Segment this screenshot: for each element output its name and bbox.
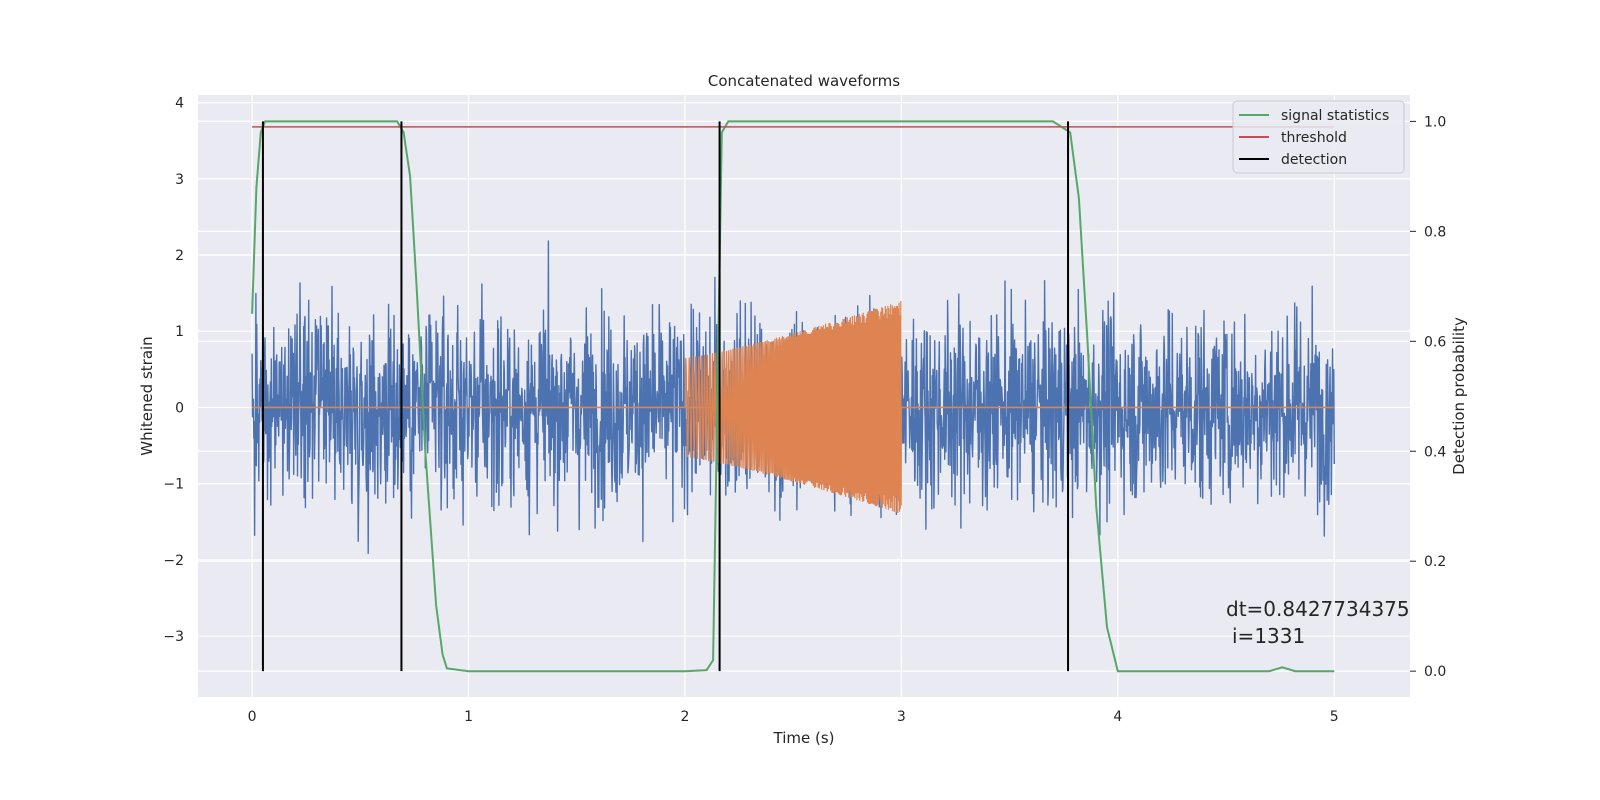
- x-axis-label: Time (s): [773, 729, 835, 747]
- x-tick-label: 0: [248, 709, 257, 725]
- strain-noise-line: [251, 240, 1335, 555]
- annotation-dt: dt=0.8427734375: [1226, 597, 1410, 621]
- plot-content: [251, 120, 1335, 673]
- chart-title: Concatenated waveforms: [708, 72, 900, 90]
- y-tick-label: 4: [175, 96, 184, 112]
- y-tick-label: −3: [163, 629, 184, 645]
- legend-label-threshold: threshold: [1281, 130, 1347, 146]
- y-tick-label: 1: [175, 324, 184, 340]
- right-tick-label: 1.0: [1424, 114, 1446, 130]
- legend-box: [1232, 100, 1405, 174]
- annotation-index: i=1331: [1232, 624, 1305, 648]
- y-tick-label: −1: [163, 477, 184, 493]
- y-tick-label: 0: [175, 400, 184, 416]
- x-tick-label: 4: [1113, 709, 1122, 725]
- x-ticks: 0 1 2 3 4 5: [248, 709, 1339, 725]
- right-y-axis-label: Detection probability: [1450, 317, 1468, 475]
- right-y-ticks: 0.0 0.2 0.4 0.6 0.8 1.0: [1410, 114, 1446, 680]
- y-tick-label: 2: [175, 248, 184, 264]
- x-tick-label: 3: [897, 709, 906, 725]
- right-tick-label: 0.6: [1424, 334, 1446, 350]
- x-tick-label: 2: [681, 709, 690, 725]
- y-tick-label: −2: [163, 553, 184, 569]
- right-tick-label: 0.2: [1424, 554, 1446, 570]
- x-tick-label: 1: [464, 709, 473, 725]
- left-y-ticks: −3 −2 −1 0 1 2 3 4: [163, 96, 184, 645]
- y-axis-label: Whitened strain: [138, 336, 156, 455]
- injection-chirp-line: [684, 301, 902, 513]
- signal-statistics-line: [251, 120, 1335, 673]
- legend-label-signal-statistics: signal statistics: [1281, 108, 1389, 124]
- y-tick-label: 3: [175, 172, 184, 188]
- legend: signal statistics threshold detection: [1232, 100, 1405, 174]
- legend-label-detection: detection: [1281, 152, 1347, 168]
- right-tick-label: 0.4: [1424, 444, 1446, 460]
- right-tick-label: 0.0: [1424, 664, 1446, 680]
- x-tick-label: 5: [1330, 709, 1339, 725]
- right-tick-label: 0.8: [1424, 224, 1446, 240]
